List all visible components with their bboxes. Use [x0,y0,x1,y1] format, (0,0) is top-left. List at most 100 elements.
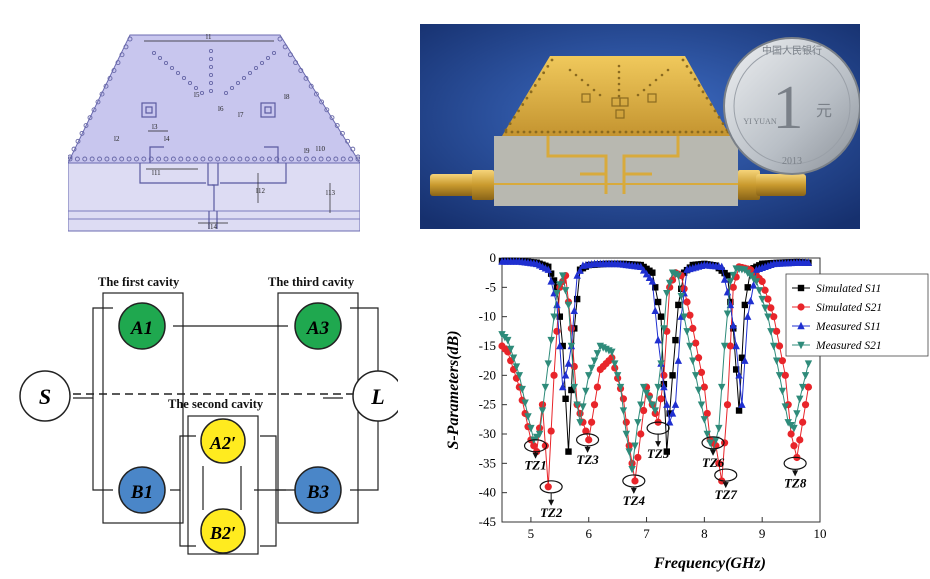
data-point [561,287,570,295]
resonator-b2p [200,508,246,554]
data-point [634,419,642,427]
data-point [579,403,587,411]
data-point [639,266,648,274]
data-point [562,395,569,402]
data-point [527,424,535,433]
layout-dimension-label: l6 [218,105,224,113]
resonator-a1-label: A1 [130,318,153,339]
data-point [608,348,616,357]
layout-dimension-label: l1 [206,33,212,41]
data-point [680,313,688,321]
data-point [767,304,775,312]
data-point [804,258,813,266]
coupling-topology-diagram: The first cavity The second cavity The t… [18,258,404,558]
data-point [772,357,781,365]
data-point [735,407,743,414]
tz-arrowhead [630,487,637,494]
data-point [593,350,602,358]
data-point [585,436,593,444]
data-point [573,271,581,279]
data-point [720,275,729,283]
data-point [732,366,740,373]
resonator-a3-label: A3 [306,318,329,339]
data-point [773,327,781,335]
data-point [622,430,631,439]
tz-marker [783,456,807,470]
data-point [694,354,703,362]
legend-swatch-marker [797,321,805,330]
data-point [649,269,656,276]
y-tick-label: -10 [479,309,496,324]
tz-arrowhead [655,441,662,448]
data-point [645,273,654,281]
data-point [689,324,697,332]
data-point [770,313,778,321]
data-point [582,427,590,435]
data-point [538,401,547,409]
data-point [550,371,558,379]
data-point [509,354,518,362]
data-point [530,442,538,450]
data-point [541,442,549,450]
data-point [691,372,700,380]
legend-entry: Measured S21 [815,340,882,352]
data-point [550,277,558,284]
data-point [611,360,619,368]
coin-top-text: 中国人民银行 [762,44,822,57]
data-point [524,413,532,421]
data-point [567,342,576,351]
data-point [724,272,731,279]
data-point [573,401,581,409]
y-tick-label: -5 [485,279,496,294]
data-point [648,401,657,409]
data-point [613,372,622,380]
resonator-a2p-label: A2′ [209,433,236,453]
data-point [703,409,711,418]
series-3 [498,265,813,474]
data-point [544,483,552,491]
data-point [640,406,648,415]
data-point [683,298,691,306]
layout-dimension-label: l7 [238,111,244,119]
data-point [677,292,685,301]
data-point [538,407,547,415]
data-point [761,304,769,313]
data-point [744,284,751,291]
resonator-a2p [200,418,246,464]
x-axis-label: Frequency(GHz) [653,555,766,572]
legend-swatch-marker [797,341,805,350]
layout-dimension-label: l12 [256,187,265,195]
data-point [723,310,732,318]
data-point [631,477,639,485]
data-point [729,283,737,291]
data-point [567,324,575,332]
layout-dimension-label: l9 [304,147,310,155]
data-point [712,436,720,445]
y-tick-label: -45 [479,514,496,529]
data-point [804,360,813,368]
tz-arrowhead [710,449,717,456]
data-point [770,342,778,351]
layout-dimension-label: l2 [114,135,120,143]
coin-latin: YI YUAN [743,117,776,126]
resonator-b3-label: B3 [306,482,329,503]
tz-marker [539,480,563,494]
data-point [663,448,670,455]
data-point [654,383,662,392]
data-point [738,354,746,361]
data-point [735,371,743,379]
tz-label: TZ5 [647,446,670,461]
data-point [651,407,659,415]
data-point [787,430,795,438]
layout-dimension-label: l14 [208,223,217,231]
layout-dimension-label: l3 [152,123,158,131]
data-point [576,266,584,274]
data-point [628,466,636,474]
data-point [568,386,575,394]
data-point [729,271,737,280]
coin-yuan-char: 元 [816,103,832,120]
layout-dimension-label: l10 [316,145,325,153]
data-point [564,359,573,367]
data-point [746,296,755,305]
data-point [631,442,639,450]
